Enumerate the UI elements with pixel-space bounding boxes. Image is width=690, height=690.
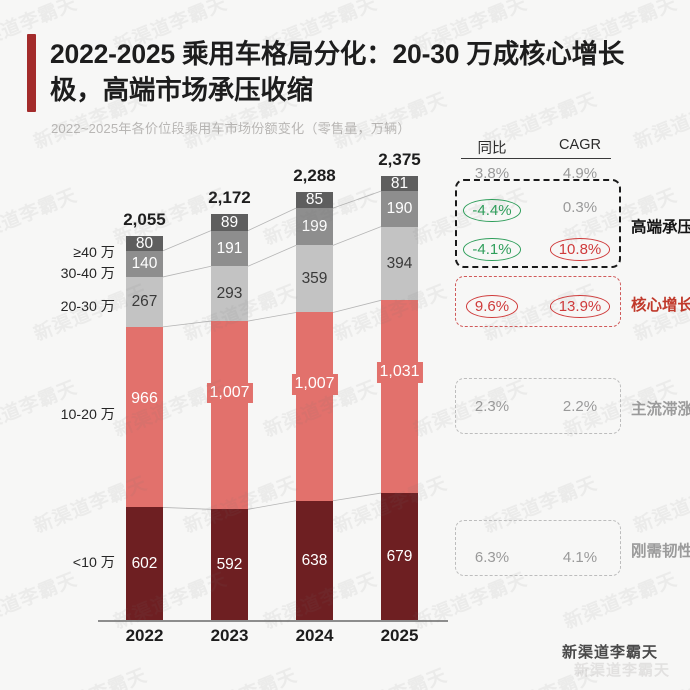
- bar-column: 638 359 199 85: [296, 0, 333, 620]
- band-label: 20-30 万: [60, 299, 115, 315]
- bar-segment: 199: [296, 208, 333, 246]
- bar-value-label: 140: [131, 255, 158, 273]
- group-box-premium: [455, 179, 621, 268]
- stat-highlight: 13.9%: [549, 295, 611, 318]
- bar-value-label: 1,031: [376, 362, 423, 383]
- bar-value-label: 1,007: [206, 383, 253, 404]
- bar-segment: [126, 326, 163, 508]
- bar-segment: 191: [211, 230, 248, 267]
- bar-segment: 359: [296, 245, 333, 313]
- bar-value-label: 81: [390, 174, 409, 192]
- band-label: 10-20 万: [60, 407, 115, 423]
- bar-segment: 267: [126, 276, 163, 327]
- bar-column: 592 293 191 89: [211, 0, 248, 620]
- x-axis-tick: 2022: [125, 626, 164, 645]
- stat-highlight: 10.8%: [549, 238, 611, 261]
- bar-value-label: 89: [220, 213, 239, 231]
- x-axis-tick: 2025: [380, 626, 419, 645]
- bar-total-label: 2,288: [293, 166, 336, 186]
- stat-cell: 3.8%: [474, 165, 510, 182]
- bar-value-label: 679: [386, 547, 413, 565]
- bar-value-label: 359: [301, 270, 328, 288]
- bar-segment: 85: [296, 191, 333, 209]
- bar-column: 602 267 140 80: [126, 0, 163, 620]
- page-title: 2022-2025 乘用车格局分化：20-30 万成核心增长极，高端市场承压收缩: [50, 39, 625, 105]
- signature-ghost: 新渠道李霸天: [573, 662, 670, 679]
- bar-segment: [211, 321, 248, 510]
- bar-segment: 679: [381, 493, 418, 620]
- bar-segment: 81: [381, 174, 418, 192]
- bar-value-label: 191: [216, 239, 243, 257]
- bar-value-label: 199: [301, 217, 328, 235]
- bar-segment: 140: [126, 250, 163, 277]
- bar-value-label: 602: [131, 554, 158, 572]
- bar-column: 679 394 190 81: [381, 0, 418, 620]
- group-tag-entry: 刚需韧性: [631, 543, 690, 560]
- stat-header-rule: [461, 158, 611, 160]
- bar-total-label: 2,375: [378, 150, 421, 169]
- bar-value-label: 1,007: [291, 374, 338, 395]
- page-subtitle: 2022~2025年各价位段乘用车市场份额变化（零售量，万辆）: [51, 121, 411, 136]
- stat-cell: -4.1%: [461, 238, 523, 261]
- bar-segment: [381, 300, 418, 494]
- bar-total-label: 2,055: [123, 209, 166, 229]
- stat-column-header-cagr: CAGR: [559, 137, 601, 153]
- bar-segment: 602: [126, 507, 163, 620]
- stat-cell: 10.8%: [549, 238, 611, 261]
- bar-segment: 89: [211, 213, 248, 231]
- stat-cell: 9.6%: [461, 295, 523, 318]
- bar-segment: 394: [381, 226, 418, 301]
- stat-cell: 13.9%: [549, 295, 611, 318]
- stat-cell: 4.1%: [562, 549, 598, 566]
- stat-cell: 0.3%: [562, 199, 598, 216]
- bar-value-label: 80: [135, 234, 154, 252]
- bar-value-label: 592: [216, 555, 243, 573]
- stat-highlight: -4.1%: [463, 238, 521, 261]
- band-label: 30-40 万: [60, 266, 115, 282]
- x-axis-tick: 2024: [295, 626, 334, 645]
- stat-cell: 2.3%: [474, 398, 510, 415]
- band-label: ≥40 万: [73, 245, 115, 261]
- bar-segment: 80: [126, 236, 163, 251]
- stat-cell: 2.2%: [562, 398, 598, 415]
- stat-cell: 4.9%: [562, 165, 598, 182]
- group-tag-mass: 主流滞涨: [631, 401, 690, 418]
- stat-column-header-yoy: 同比: [477, 141, 507, 157]
- stat-highlight: -4.4%: [463, 199, 521, 222]
- bar-total-label: 2,172: [208, 187, 251, 207]
- bar-segment: [296, 312, 333, 501]
- stat-cell: 6.3%: [474, 549, 510, 566]
- bar-value-label: 190: [386, 200, 413, 218]
- bar-value-label: 85: [305, 191, 324, 209]
- stat-cell: -4.4%: [461, 199, 523, 222]
- x-axis-line: [98, 620, 448, 622]
- group-tag-core: 核心增长: [631, 297, 690, 314]
- bar-segment: 190: [381, 191, 418, 227]
- band-label: <10 万: [72, 555, 115, 571]
- bar-segment: 592: [211, 509, 248, 620]
- group-tag-premium: 高端承压: [631, 219, 690, 236]
- x-axis-tick: 2023: [210, 626, 249, 645]
- signature: 新渠道李霸天: [561, 644, 658, 661]
- group-box-mass: [455, 378, 621, 434]
- bar-value-label: 394: [386, 254, 413, 272]
- stat-highlight: 9.6%: [465, 295, 519, 318]
- bar-value-label: 267: [131, 293, 158, 311]
- bar-segment: 293: [211, 266, 248, 322]
- bar-segment: 638: [296, 500, 333, 620]
- bar-value-label: 638: [301, 551, 328, 569]
- group-box-entry: [455, 520, 621, 576]
- title-accent-bar: [27, 34, 36, 112]
- bar-value-label: 293: [216, 284, 243, 302]
- bar-value-label: 966: [128, 388, 161, 410]
- group-box-core: [455, 276, 621, 327]
